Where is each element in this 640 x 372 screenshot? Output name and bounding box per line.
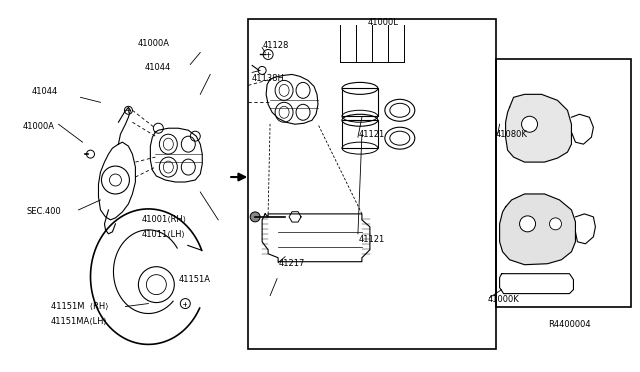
Text: R4400004: R4400004 <box>548 321 591 330</box>
Text: 41151A: 41151A <box>178 275 210 284</box>
Text: 41000K: 41000K <box>488 295 520 304</box>
Text: 41011⟨LH⟩: 41011⟨LH⟩ <box>141 230 185 239</box>
Bar <box>495 60 631 307</box>
Bar <box>342 120 378 148</box>
Text: 41121: 41121 <box>358 129 385 139</box>
Text: 41121: 41121 <box>358 235 385 244</box>
Text: 41080K: 41080K <box>495 129 527 139</box>
Polygon shape <box>500 194 575 265</box>
Text: 41000L: 41000L <box>368 19 399 28</box>
Circle shape <box>550 218 561 230</box>
Circle shape <box>520 216 536 232</box>
Text: 41001⟨RH⟩: 41001⟨RH⟩ <box>141 215 186 224</box>
Text: SEC.400: SEC.400 <box>26 208 61 217</box>
Text: 41000A: 41000A <box>138 39 170 48</box>
Text: 41138H: 41138H <box>252 74 285 83</box>
Circle shape <box>250 212 260 222</box>
Circle shape <box>522 116 538 132</box>
Bar <box>248 19 495 349</box>
Polygon shape <box>506 94 572 162</box>
Text: 41044: 41044 <box>145 63 171 72</box>
Text: 41044: 41044 <box>31 87 58 96</box>
Text: 41217: 41217 <box>278 259 305 268</box>
Text: 41151MA⟨LH⟩: 41151MA⟨LH⟩ <box>51 317 108 326</box>
Text: 41151M  ⟨RH⟩: 41151M ⟨RH⟩ <box>51 302 108 311</box>
Text: 41000A: 41000A <box>22 122 54 131</box>
Bar <box>342 89 378 116</box>
Text: 41128: 41128 <box>262 41 289 50</box>
